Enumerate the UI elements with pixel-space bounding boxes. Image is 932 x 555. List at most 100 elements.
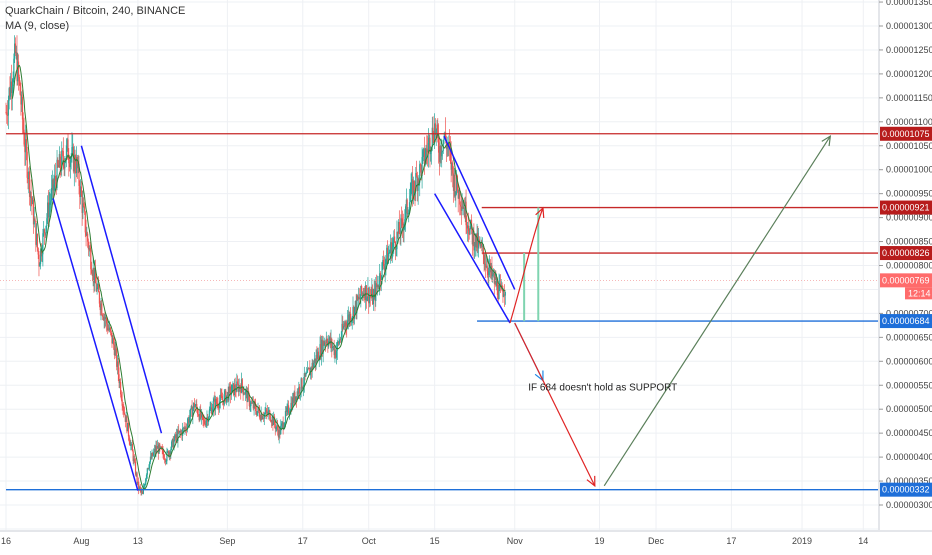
horizontal-levels[interactable] bbox=[0, 133, 878, 491]
candle bbox=[9, 88, 11, 97]
candle bbox=[410, 182, 412, 196]
candle bbox=[28, 171, 30, 179]
candle bbox=[416, 176, 418, 191]
candle bbox=[434, 123, 437, 135]
candle bbox=[112, 338, 115, 345]
candle bbox=[226, 392, 228, 396]
candle bbox=[394, 241, 396, 250]
candle bbox=[10, 81, 13, 94]
drawings[interactable]: IF 684 doesn't hold as SUPPORT bbox=[52, 135, 832, 491]
candle bbox=[41, 254, 43, 257]
candle bbox=[207, 417, 210, 423]
candle bbox=[226, 395, 228, 403]
candle bbox=[345, 322, 347, 326]
channel-line[interactable] bbox=[80, 145, 163, 434]
candle bbox=[270, 421, 272, 423]
candle bbox=[227, 392, 229, 401]
candle bbox=[229, 386, 232, 396]
current-price-badge-label: 0.00000769 bbox=[882, 275, 930, 285]
candle bbox=[209, 408, 211, 411]
candle bbox=[136, 473, 138, 484]
candle bbox=[28, 171, 31, 197]
candle bbox=[276, 424, 278, 427]
forecast-bearish-arrow[interactable] bbox=[514, 322, 596, 487]
candle bbox=[450, 152, 452, 170]
candle bbox=[342, 325, 345, 329]
candle bbox=[210, 407, 212, 409]
candle bbox=[453, 175, 455, 191]
candle bbox=[437, 136, 440, 153]
candle bbox=[202, 415, 204, 420]
candle bbox=[238, 385, 240, 393]
candle bbox=[215, 398, 217, 410]
candle bbox=[316, 355, 318, 359]
candle bbox=[231, 384, 233, 392]
candle bbox=[105, 317, 107, 319]
candle bbox=[253, 402, 255, 409]
candle bbox=[246, 390, 248, 403]
candle bbox=[161, 449, 163, 450]
candle bbox=[90, 250, 92, 270]
candle bbox=[169, 451, 171, 455]
time-tick-label: 17 bbox=[726, 536, 736, 546]
candle bbox=[307, 368, 309, 370]
candle bbox=[490, 265, 492, 273]
candle bbox=[12, 79, 14, 87]
forecast-bullish-curve[interactable] bbox=[509, 207, 544, 324]
candle bbox=[395, 249, 397, 250]
candle bbox=[305, 373, 307, 377]
candle bbox=[409, 195, 411, 203]
candle bbox=[40, 249, 42, 257]
forecast-recovery-arrow[interactable] bbox=[603, 135, 831, 487]
candle bbox=[383, 260, 385, 267]
channel-line[interactable] bbox=[443, 135, 516, 290]
candle bbox=[105, 317, 108, 324]
price-tick-label: 0.00000850 bbox=[886, 237, 932, 247]
candle bbox=[122, 405, 124, 408]
candle bbox=[83, 203, 85, 207]
candle bbox=[285, 410, 287, 412]
candle bbox=[179, 430, 181, 433]
ma-indicator-label[interactable]: MA (9, close) bbox=[5, 20, 70, 32]
candle bbox=[304, 373, 306, 377]
candle bbox=[98, 292, 101, 304]
candle bbox=[47, 202, 49, 218]
candle bbox=[30, 191, 32, 198]
candle bbox=[156, 446, 159, 449]
price-axis[interactable]: 0.00000300 0.00000350 0.00000400 0.00000450… bbox=[878, 0, 932, 530]
candle bbox=[22, 119, 24, 130]
price-tick-label: 0.00001150 bbox=[886, 93, 932, 103]
time-axis[interactable]: 16 Aug 13 Sep 17 Oct 15 Nov 19 Dec 17 2019 14 bbox=[0, 530, 932, 550]
candle bbox=[145, 474, 148, 479]
candle bbox=[479, 242, 481, 247]
candle bbox=[155, 446, 157, 453]
ma-line bbox=[11, 64, 506, 490]
candle bbox=[478, 239, 480, 243]
candle bbox=[375, 283, 378, 288]
candle bbox=[463, 207, 465, 209]
candle bbox=[503, 294, 506, 296]
candle bbox=[296, 391, 298, 400]
price-tick-label: 0.00001300 bbox=[886, 21, 932, 31]
candle bbox=[347, 314, 349, 321]
candle bbox=[204, 423, 207, 426]
candle bbox=[282, 422, 284, 430]
candle bbox=[193, 402, 195, 409]
candle bbox=[93, 267, 95, 283]
level-badge-0.00001075 bbox=[880, 126, 932, 141]
candle bbox=[456, 175, 458, 192]
legend: QuarkChain / Bitcoin, 240, BINANCE MA (9… bbox=[5, 4, 185, 34]
candle bbox=[63, 160, 65, 169]
candle bbox=[160, 446, 162, 448]
candle bbox=[396, 231, 398, 250]
candle bbox=[268, 410, 270, 412]
candle bbox=[127, 423, 129, 432]
channel-line[interactable] bbox=[52, 198, 139, 491]
candle bbox=[366, 297, 368, 301]
candle bbox=[488, 268, 490, 275]
candle bbox=[299, 386, 301, 394]
channel-line[interactable] bbox=[433, 193, 511, 324]
candle bbox=[48, 204, 50, 218]
